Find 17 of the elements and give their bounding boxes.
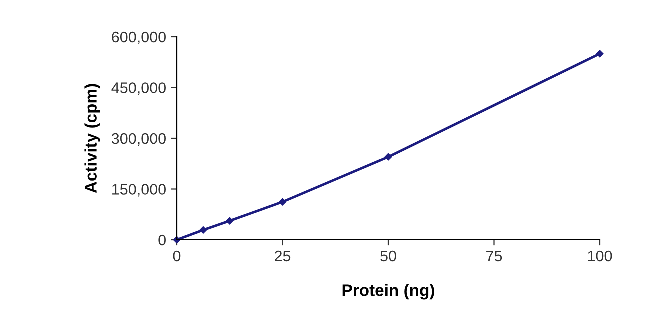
- point: [279, 198, 286, 206]
- x-tick-label: 0: [173, 250, 181, 262]
- y-tick-label: 0: [158, 234, 166, 246]
- x-tick-label: 100: [588, 250, 612, 262]
- y-tick-label: 300,000: [112, 133, 166, 146]
- point: [384, 153, 392, 161]
- y-axis-title: Activity (cpm): [84, 84, 100, 194]
- x-tick-label: 75: [486, 250, 502, 262]
- y-tick-label: 150,000: [112, 184, 166, 197]
- x-axis-title: Protein (ng): [342, 284, 434, 300]
- x-tick-label: 50: [380, 250, 396, 262]
- point: [226, 217, 234, 225]
- y-tick-label: 600,000: [112, 32, 166, 44]
- y-tick-label: 450,000: [112, 82, 166, 96]
- x-tick-label: 25: [275, 250, 291, 262]
- point: [200, 226, 208, 234]
- point: [596, 50, 604, 58]
